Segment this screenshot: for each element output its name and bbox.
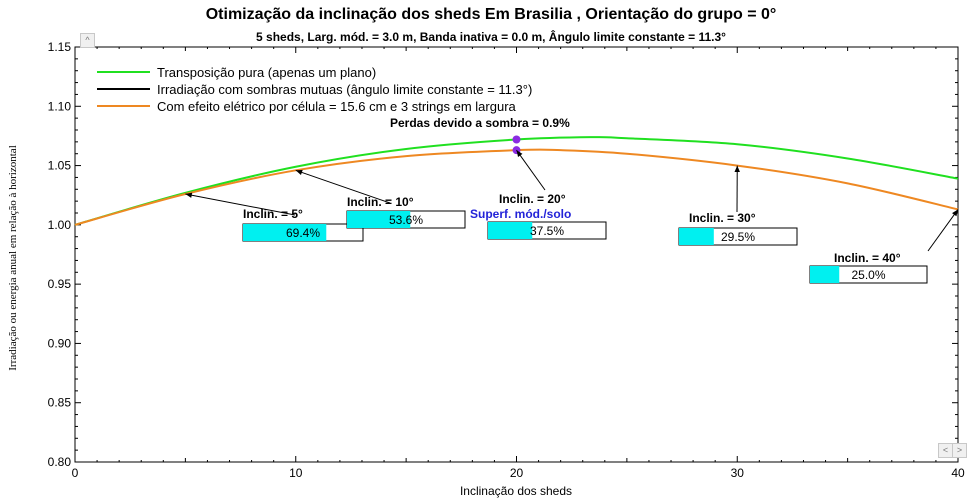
annotation-2: 37.5% Inclin. = 20° [487,149,607,240]
annotation-arrow [927,209,959,252]
pct-value: 69.4% [286,226,320,240]
x-tick-label: 0 [72,466,79,480]
pct-value: 53.6% [389,213,423,227]
legend: Transposição pura (apenas um plano) Irra… [97,65,532,114]
y-tick-label: 1.00 [48,218,72,232]
y-tick-label: 1.05 [48,159,72,173]
arrow-head [185,192,193,198]
pct-bar-fill [488,222,533,239]
arrow-head [295,169,303,176]
x-tick-label: 40 [951,466,965,480]
arrow-head [734,165,740,173]
pct-value: 37.5% [530,224,564,238]
x-axis-label: Inclinação dos sheds [460,484,572,498]
y-tick-label: 0.85 [48,396,72,410]
y-tick-label: 0.90 [48,336,72,350]
annotation-arrow [185,193,296,216]
arrow-head [516,150,523,157]
annotation-3: 29.5% Inclin. = 30° [678,165,798,246]
y-tick-label: 1.10 [48,99,72,113]
annotation-label: Inclin. = 20° [499,192,566,206]
series-line-0 [74,136,959,226]
chevron-right-icon[interactable]: > [952,443,967,458]
pct-value: 25.0% [851,268,885,282]
pct-value: 29.5% [721,230,755,244]
y-tick-label: 0.95 [48,277,72,291]
annotation-arrow [295,169,391,204]
pct-bar-fill [347,211,411,228]
arrow-head [952,209,958,217]
annotation-label: Inclin. = 40° [834,251,901,265]
annotation-label: Inclin. = 5° [243,207,303,221]
annotation-label: Inclin. = 30° [689,211,756,225]
chevron-up-icon[interactable]: ^ [80,33,95,48]
annotation-label: Inclin. = 10° [347,195,414,209]
marker-point-0 [512,135,521,144]
annotation-arrow [516,149,546,191]
legend-entry-0: Transposição pura (apenas um plano) [157,65,376,80]
legend-entry-1: Irradiação com sombras mutuas (ângulo li… [157,82,532,97]
annotations: 69.4% Inclin. = 5° 53.6% Inclin. = 10° 37.5%… [185,149,959,284]
plot-area [74,46,959,463]
annotation-1: 53.6% Inclin. = 10° [295,169,466,229]
legend-entry-2: Com efeito elétrico por célula = 15.6 cm… [157,99,517,114]
series-layer [74,135,959,226]
pct-bar-fill [243,224,327,241]
chart-subtitle: 5 sheds, Larg. mód. = 3.0 m, Banda inati… [256,29,726,44]
axes: 0 10 20 30 40 0.80 0.85 0.90 0.95 1.00 1.05 1.10 1.1… [48,40,965,480]
y-tick-label: 1.15 [48,40,72,54]
x-tick-label: 30 [731,466,745,480]
loss-label: Perdas devido a sombra = 0.9% [390,116,570,130]
x-tick-label: 20 [510,466,524,480]
pct-bar-fill [810,266,840,283]
series-line-2 [74,148,959,226]
marker-label: Superf. mód./solo [470,207,571,221]
chart-title: Otimização da inclinação dos sheds Em Br… [206,6,777,23]
chevron-left-icon[interactable]: < [938,443,953,458]
annotation-0: 69.4% Inclin. = 5° [185,192,364,242]
y-tick-label: 0.80 [48,455,72,469]
annotation-4: 25.0% Inclin. = 40° [809,209,959,284]
y-axis-label: Irradiação ou energia anual em relação à… [7,145,19,370]
pct-bar-fill [679,228,714,245]
x-tick-label: 10 [289,466,303,480]
